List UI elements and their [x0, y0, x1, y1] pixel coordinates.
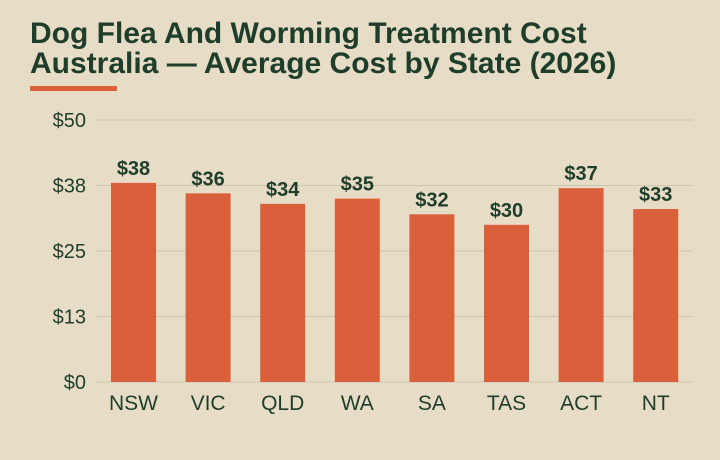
x-tick-label: NT: [642, 392, 670, 415]
bar-value-label: $38: [117, 158, 150, 180]
x-tick-label: NSW: [109, 392, 158, 415]
x-tick-label: WA: [341, 392, 374, 415]
bar-qld: [260, 203, 306, 382]
bar-sa: [409, 214, 455, 382]
y-tick-label: $38: [53, 176, 86, 198]
chart-title-line-1: Dog Flea And Worming Treatment Cost: [30, 17, 587, 50]
title-accent-bar: [30, 86, 117, 91]
x-tick-label: VIC: [191, 392, 226, 415]
bar-value-label: $32: [415, 189, 448, 211]
chart-title: Dog Flea And Worming Treatment Cost Aust…: [30, 19, 700, 79]
bar-nt: [633, 209, 679, 382]
bar-value-label: $35: [341, 174, 374, 196]
y-tick-label: $0: [64, 372, 86, 394]
bar-act: [558, 188, 604, 382]
x-tick-label: TAS: [487, 392, 526, 415]
bar-value-label: $36: [191, 168, 224, 190]
bar-nsw: [111, 182, 156, 382]
x-tick-label: QLD: [261, 392, 304, 415]
y-tick-label: $13: [53, 307, 86, 329]
bar-vic: [185, 193, 231, 382]
y-tick-label: $25: [53, 241, 86, 263]
bar-wa: [334, 198, 380, 382]
bar-value-label: $33: [639, 184, 672, 206]
x-tick-label: SA: [418, 392, 446, 415]
bar-tas: [484, 224, 529, 382]
chart-title-line-2: Australia — Average Cost by State (2026): [30, 47, 617, 80]
bar-value-label: $37: [564, 163, 597, 185]
bar-value-label: $34: [266, 179, 300, 201]
y-tick-label: $50: [53, 110, 86, 132]
x-tick-label: ACT: [560, 392, 602, 415]
bar-value-label: $30: [490, 200, 523, 222]
